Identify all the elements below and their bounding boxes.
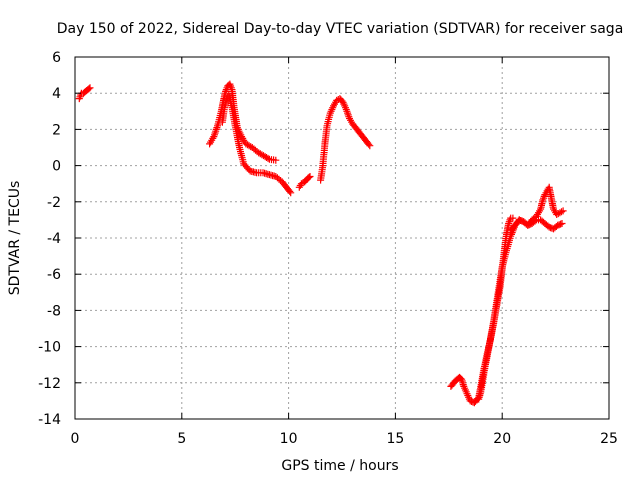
data-point [559,207,567,215]
axis-ticks: 0 5 10 15 20 25 -14 -12 -10 -8 -6 -4 -2 0 2 4 6 [38,50,618,447]
y-tick-label: -4 [47,231,61,247]
x-tick-label: 20 [493,431,511,447]
x-axis-label: GPS time / hours [281,458,398,474]
trace-mark [85,85,93,93]
data-point [272,156,280,164]
data-point [509,214,517,222]
series-pass-morning-lower [218,91,295,197]
y-tick-label: -8 [47,303,61,319]
y-tick-label: -14 [38,412,61,428]
data-point [306,173,314,180]
x-tick-label: 10 [280,431,298,447]
x-tick-label: 25 [600,431,618,447]
y-tick-label: -12 [38,376,61,392]
series-pass-early [75,84,94,103]
series-pass-late [507,216,566,235]
trace-mark [76,93,84,101]
x-tick-label: 5 [177,431,186,447]
y-tick-label: -6 [47,267,61,283]
series-pass-midday [295,173,314,191]
data-point [366,142,374,150]
y-axis-label: SDTVAR / TECUs [7,181,23,296]
y-tick-label: 6 [52,50,61,66]
trace-mark [245,142,253,150]
chart-title: Day 150 of 2022, Sidereal Day-to-day VTE… [57,21,624,37]
x-tick-label: 0 [71,431,80,447]
trace-mark [305,173,313,181]
y-tick-label: 0 [52,159,61,175]
trace-mark [264,154,272,162]
trace-mark [286,187,294,195]
x-tick-label: 15 [386,431,404,447]
y-tick-label: 2 [52,122,61,138]
trace-mark [531,217,539,225]
data-point [558,220,566,227]
y-tick-label: 4 [52,86,61,102]
data-point [287,189,295,197]
series-pass-evening-recovery [475,183,567,403]
y-tick-label: -2 [47,195,61,211]
series-pass-noon [317,95,374,184]
trace-mark [365,140,373,148]
gridlines [75,57,609,419]
data-points [75,80,567,407]
trace-mark [558,208,565,216]
trace-mark [505,218,513,226]
y-tick-label: -10 [38,340,61,356]
data-point [86,84,94,92]
